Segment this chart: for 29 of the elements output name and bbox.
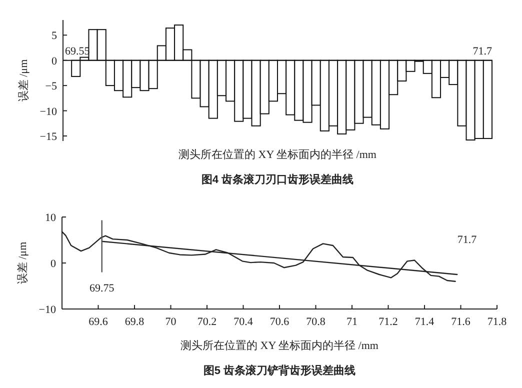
x-tick-label: 71 <box>346 316 358 328</box>
y-axis-title: 误差 /μm <box>17 241 29 284</box>
y-tick-label: 0 <box>50 258 56 270</box>
y-tick-label: −5 <box>45 80 58 93</box>
x-tick-label: 69.8 <box>124 316 145 328</box>
x-tick-label: 71.4 <box>414 316 435 328</box>
y-axis-title: 误差 /μm <box>18 58 30 102</box>
x-tick-label: 71.2 <box>378 316 398 328</box>
y-tick-label: 10 <box>45 212 56 224</box>
annotation: 69.75 <box>90 282 115 295</box>
y-tick-label: −15 <box>40 130 58 143</box>
x-tick-label: 70.8 <box>306 316 326 328</box>
y-tick-label: 0 <box>52 55 58 68</box>
annotation: 71.7 <box>472 45 492 58</box>
x-tick-label: 70.2 <box>197 316 217 328</box>
text: 图5 齿条滚刀铲背齿形误差曲线 <box>203 364 356 377</box>
x-axis-title: 测头所在位置的 XY 坐标面内的半径 /mm <box>180 339 379 352</box>
annotation: 71.7 <box>457 234 478 246</box>
y-tick-label: 5 <box>52 30 58 42</box>
y-tick-label: −10 <box>38 304 56 316</box>
text: 图4 齿条滚刀刃口齿形误差曲线 <box>201 173 354 186</box>
x-tick-label: 70 <box>165 316 177 328</box>
x-tick-label: 71.8 <box>487 316 508 328</box>
x-axis-title: 测头所在位置的 XY 坐标面内的半径 /mm <box>178 148 377 161</box>
x-tick-label: 69.6 <box>88 316 108 328</box>
x-tick-label: 70.4 <box>234 316 254 328</box>
x-tick-label: 70.6 <box>270 316 290 328</box>
y-tick-label: −10 <box>40 106 58 118</box>
x-tick-label: 71.6 <box>451 316 471 328</box>
